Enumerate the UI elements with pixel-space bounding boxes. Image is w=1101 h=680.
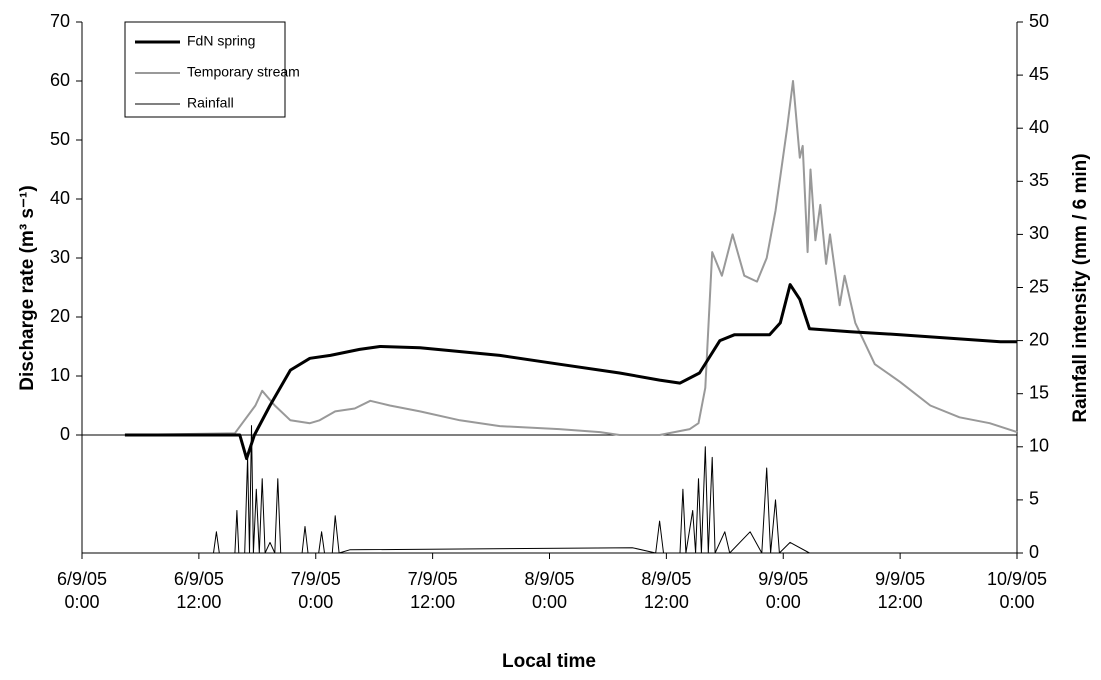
- y2-axis-title: Rainfall intensity (mm / 6 min): [1070, 153, 1091, 422]
- y-tick-label: 30: [50, 247, 70, 267]
- x-tick-label: 6/9/05 12:00: [174, 569, 224, 612]
- x-tick-label: 8/9/05 12:00: [641, 569, 691, 612]
- y2-tick-label: 15: [1029, 382, 1049, 402]
- series-line: [124, 80, 1018, 436]
- x-axis-title: Local time: [502, 651, 596, 672]
- legend-label: Rainfall: [187, 95, 234, 111]
- series-line: [82, 425, 810, 554]
- legend-box: [124, 21, 286, 118]
- y-axis-title: Discharge rate (m³ s⁻¹): [17, 185, 38, 390]
- x-tick-label: 9/9/05 12:00: [875, 569, 925, 612]
- y-tick-label: 50: [50, 129, 70, 149]
- x-tick-label: 8/9/05 0:00: [524, 569, 574, 612]
- y2-tick-label: 10: [1029, 436, 1049, 456]
- legend-label: Temporary stream: [187, 64, 300, 80]
- y2-tick-label: 35: [1029, 170, 1049, 190]
- legend: FdN spring Temporary stream Rainfall: [124, 21, 300, 118]
- y-tick-label: 0: [60, 424, 70, 444]
- y2-tick-label: 5: [1029, 489, 1039, 509]
- x-tick-label: 7/9/05 0:00: [291, 569, 341, 612]
- y2-tick-label: 20: [1029, 329, 1049, 349]
- y-tick-label: 40: [50, 188, 70, 208]
- x-tick-label: 9/9/05 0:00: [758, 569, 808, 612]
- y-tick-label: 60: [50, 70, 70, 90]
- y2-tick-label: 45: [1029, 64, 1049, 84]
- y2-tick-label: 40: [1029, 117, 1049, 137]
- y2-tick-label: 25: [1029, 276, 1049, 296]
- legend-label: FdN spring: [187, 33, 255, 49]
- y-tick-label: 10: [50, 365, 70, 385]
- y-tick-label: 70: [50, 11, 70, 31]
- series-line: [124, 283, 1017, 461]
- x-tick-label: 6/9/05 0:00: [57, 569, 107, 612]
- x-tick-label: 7/9/05 12:00: [408, 569, 458, 612]
- x-tick-label: 10/9/05 0:00: [987, 569, 1047, 612]
- y2-tick-label: 0: [1029, 542, 1039, 562]
- y2-tick-label: 30: [1029, 223, 1049, 243]
- y-tick-label: 20: [50, 306, 70, 326]
- y2-tick-label: 50: [1029, 11, 1049, 31]
